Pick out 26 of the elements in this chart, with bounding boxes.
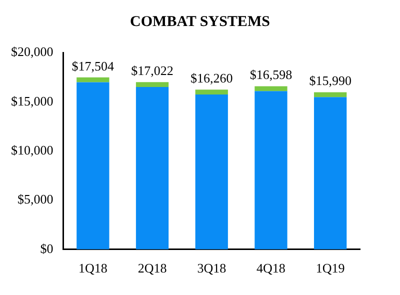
chart-title: COMBAT SYSTEMS: [129, 14, 271, 31]
total-label: $16,260: [190, 70, 233, 86]
total-label: $17,022: [131, 62, 174, 78]
bar: [254, 86, 288, 92]
total-label: $16,598: [250, 67, 292, 82]
total-label: $17,504: [72, 58, 115, 74]
bar: [254, 91, 288, 250]
total-label: $15,990: [309, 73, 352, 88]
x-tick-label: 2Q18: [138, 260, 167, 276]
y-tick-label: $20,000: [11, 44, 54, 60]
x-tick-label: 1Q19: [316, 260, 345, 276]
bar: [136, 86, 169, 250]
bar: [314, 92, 347, 98]
bar: [136, 82, 169, 87]
bar: [76, 77, 110, 82]
y-tick-label: $0: [40, 240, 54, 256]
bar: [76, 82, 110, 250]
y-tick-label: $10,000: [11, 142, 54, 158]
y-tick-label: $5,000: [18, 192, 54, 207]
x-tick-label: 3Q18: [197, 260, 226, 276]
x-tick-label: 4Q18: [256, 260, 286, 276]
bar: [195, 94, 228, 250]
x-tick-label: 1Q18: [78, 260, 108, 276]
bar: [195, 90, 228, 94]
y-tick-label: $15,000: [11, 93, 54, 108]
bar: [314, 97, 347, 250]
